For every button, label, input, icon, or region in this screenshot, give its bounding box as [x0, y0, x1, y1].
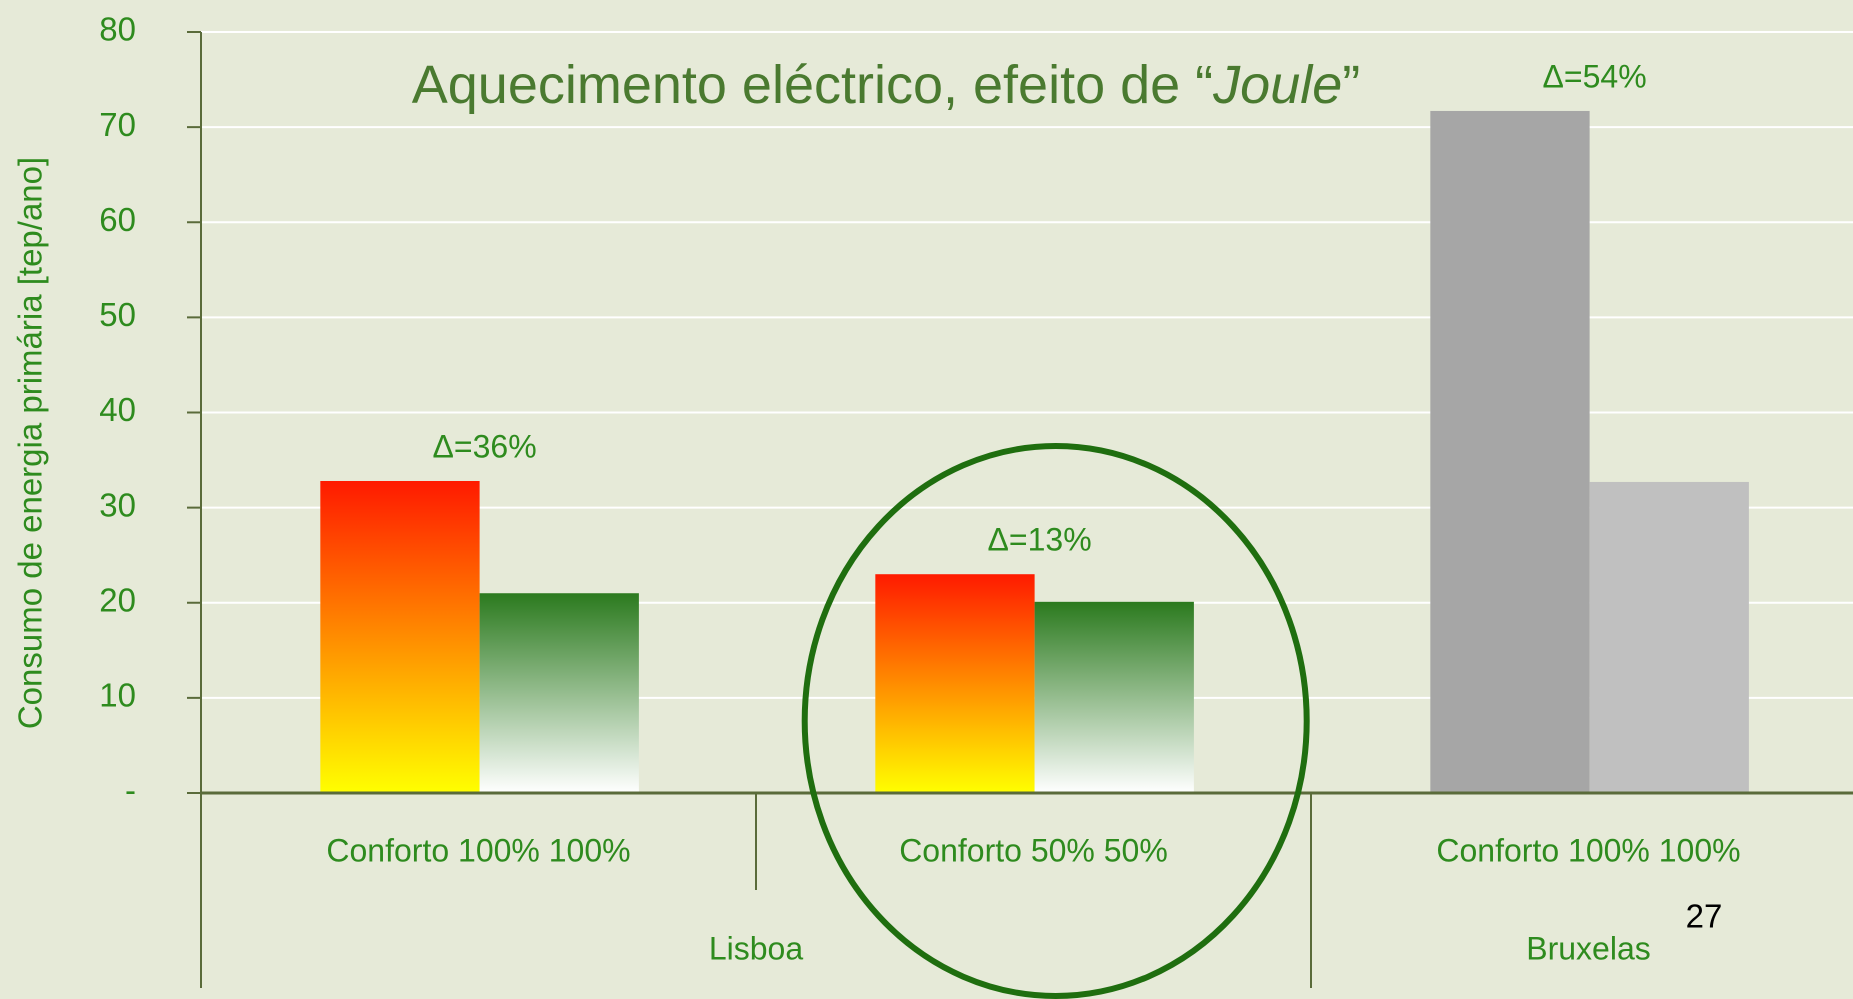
y-tick-label: 70	[99, 106, 136, 143]
bar	[320, 480, 480, 793]
x-tick-label: Conforto 50% 50%	[899, 832, 1168, 868]
y-axis-label: Consumo de energia primária [tep/ano]	[12, 157, 49, 729]
bar	[1034, 601, 1194, 793]
y-tick-label: 60	[99, 201, 136, 238]
page-number: 27	[1686, 898, 1723, 935]
y-tick-label: 40	[99, 391, 136, 428]
y-tick-label: 20	[99, 581, 136, 618]
group-label: Lisboa	[709, 930, 804, 966]
bar	[1430, 110, 1590, 794]
chart-title: Aquecimento eléctrico, efeito de “Joule”	[412, 55, 1361, 115]
group-label: Bruxelas	[1526, 930, 1651, 966]
x-tick-label: Conforto 100% 100%	[326, 832, 630, 868]
title-part: Aquecimento eléctrico, efeito de “	[412, 55, 1213, 115]
x-tick-label: Conforto 100% 100%	[1436, 832, 1740, 868]
bar	[875, 574, 1035, 793]
y-tick-label: -	[125, 772, 136, 809]
title-part: ”	[1342, 55, 1360, 115]
y-tick-label: 80	[99, 11, 136, 48]
y-tick-label: 50	[99, 296, 136, 333]
y-tick-label: 30	[99, 486, 136, 523]
annotation: Δ=54%	[1543, 58, 1647, 94]
annotation: Δ=36%	[433, 428, 537, 464]
y-tick-label: 10	[99, 677, 136, 714]
annotation: Δ=13%	[988, 522, 1092, 558]
bar	[479, 593, 639, 793]
bar	[1589, 481, 1749, 793]
title-part: Joule	[1212, 55, 1342, 115]
highlight-circle	[801, 443, 1310, 999]
